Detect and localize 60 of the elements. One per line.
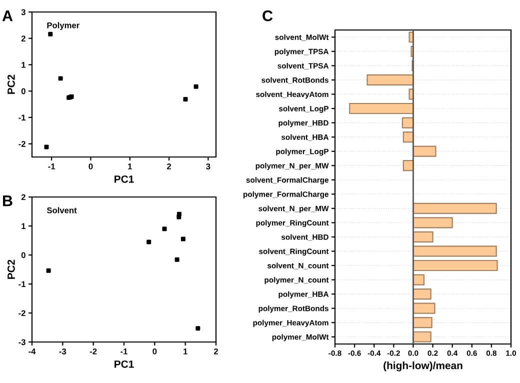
point [44,144,49,150]
x-tick-label: 2 [214,348,218,354]
point [174,257,180,262]
y-tick-label: 2 [21,36,26,42]
bar [412,146,436,157]
annotation: Polymer [47,22,80,30]
x-tick-label: -3 [59,348,66,354]
point [46,268,51,273]
bar [412,302,436,314]
point [58,76,63,81]
bar [412,274,425,286]
x-tick-label: -1 [48,164,56,170]
bar [402,117,414,128]
bar [412,202,497,214]
x-axis-title: (high-low)/mean [384,362,462,372]
point [194,84,198,89]
chart-title: C [262,10,273,22]
x-tick-label: 0 [88,163,93,170]
y-tick-label: -2 [18,141,26,147]
y-tick-label: 0 [21,252,26,258]
x-tick-label: 0 [152,348,157,354]
y-tick-label: 3 [21,9,26,16]
bar [412,217,453,228]
y-tick-label: -1 [18,281,26,288]
x-tick-label: 1 [184,348,188,354]
point [176,214,182,220]
x-axis-title: PC1 [114,360,134,368]
y-tick-label: 2 [21,194,26,200]
chart-title: B [3,196,12,206]
point [183,97,188,102]
bar [412,231,434,243]
y-tick-label: -2 [18,310,26,316]
x-tick-label: 3 [206,163,210,170]
point [180,236,186,242]
y-tick-label: 0 [21,88,26,94]
y-tick-label: 1 [22,223,26,230]
x-axis-title: PC1 [114,175,134,183]
x-tick-label: -2 [90,348,97,354]
point [196,326,200,331]
point [146,240,152,244]
bar [412,288,432,300]
x-tick-label: -4 [28,348,36,354]
y-tick-label: -1 [18,114,26,120]
bar [412,246,497,257]
bar [366,74,414,86]
x-tick-label: 2 [166,163,172,170]
bar [412,260,498,272]
point [48,32,53,36]
y-tick-label: 1 [22,62,26,68]
y-tick-label: -3 [18,339,26,346]
point [162,226,167,232]
y-axis-title: PC2 [8,74,15,94]
bar [349,102,414,114]
bar [412,331,432,342]
annotation: Solvent [46,207,77,214]
x-tick-label: 1 [128,164,132,170]
y-axis-title: PC2 [8,260,15,279]
chart-title: A [2,10,13,22]
bar [412,317,432,328]
x-tick-label: -1 [120,348,128,354]
